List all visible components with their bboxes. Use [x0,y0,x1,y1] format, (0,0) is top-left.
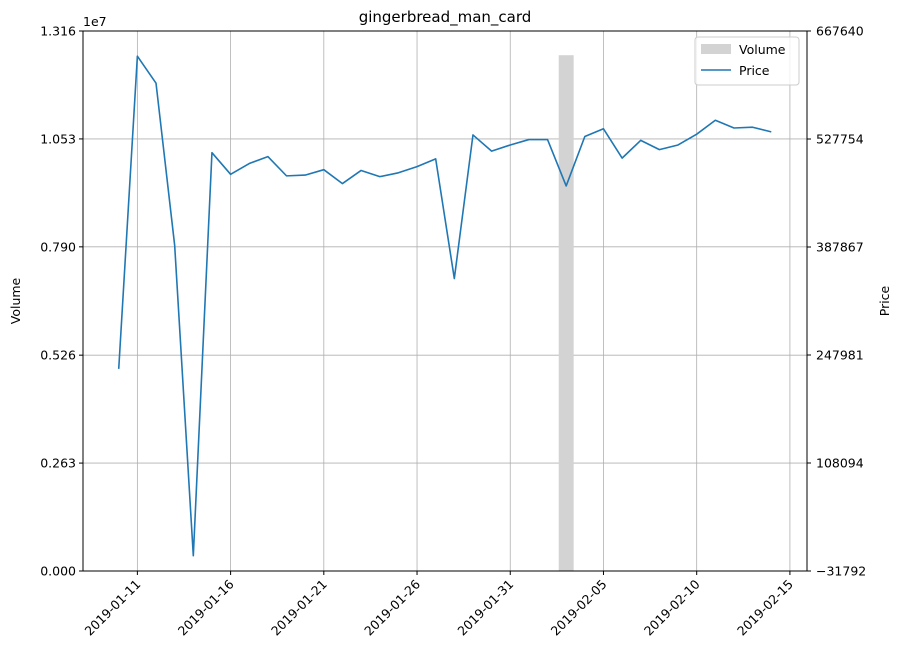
x-tick-label: 2019-02-15 [734,577,796,639]
x-tick-label: 2019-01-21 [268,577,330,639]
grid-lines [83,30,807,572]
legend-volume-label: Volume [739,42,786,57]
x-tick-label: 2019-02-05 [548,577,610,639]
left-tick-label: 0.526 [40,348,76,363]
x-tick-label: 2019-01-11 [82,577,144,639]
x-tick-label: 2019-01-16 [175,576,237,638]
right-tick-label: 667640 [816,24,864,39]
left-axis-exponent: 1e7 [83,14,107,29]
left-tick-label: 1.053 [40,131,76,146]
legend-price-label: Price [739,63,770,78]
right-tick-label: 387867 [816,240,864,255]
right-tick-label: 527754 [816,131,864,146]
legend-volume-swatch [701,44,731,54]
left-axis-label: Volume [8,277,23,324]
left-tick-label: 0.790 [40,239,76,254]
price-line-layer [117,55,772,557]
volume-bars [558,55,574,572]
x-axis-ticks: 2019-01-11 2019-01-16 2019-01-21 2019-01-26… [82,571,796,639]
legend: Volume Price [694,36,800,86]
right-axis-ticks: −31792 108094 247981 387867 527754 667640 [807,24,866,579]
chart-title: gingerbread_man_card [359,8,532,27]
right-axis-label: Price [877,285,892,316]
left-tick-label: 1.316 [40,24,76,39]
left-tick-label: 0.263 [40,456,76,471]
plot-frame [82,30,808,572]
x-tick-label: 2019-01-31 [454,577,516,639]
right-tick-label: 108094 [816,456,864,471]
price-line [117,55,772,557]
x-tick-label: 2019-02-10 [641,576,703,638]
left-tick-label: 0.000 [40,564,76,579]
left-axis-ticks: 0.000 0.263 0.526 0.790 1.053 1.316 [40,24,83,579]
volume-bar [558,55,574,572]
x-tick-label: 2019-01-26 [361,576,423,638]
right-tick-label: 247981 [816,347,864,362]
right-tick-label: −31792 [816,564,866,579]
